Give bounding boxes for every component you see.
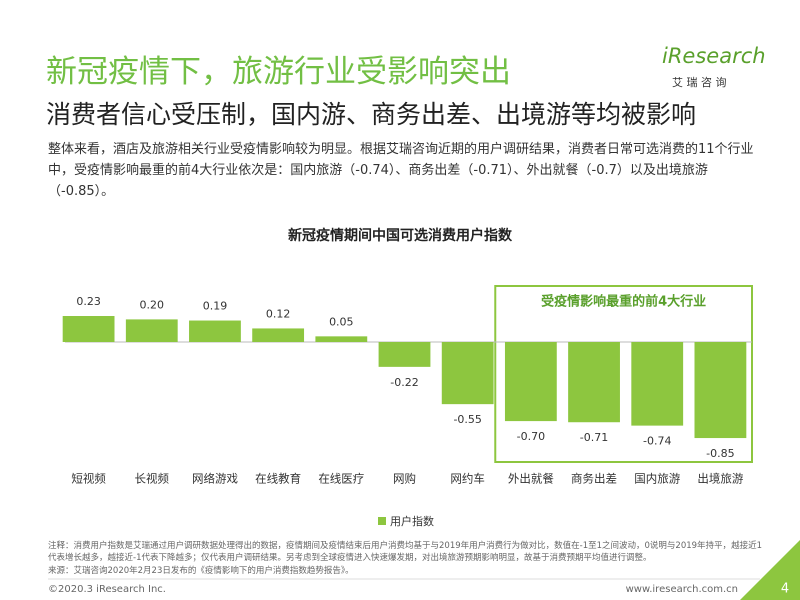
x-tick-label: 商务出差 <box>571 472 617 486</box>
source: 来源：艾瑞咨询2020年2月23日发布的《疫情影响下的用户消费指数趋势报告》。 <box>48 566 354 576</box>
legend-swatch <box>378 517 386 525</box>
x-tick-label: 国内旅游 <box>634 472 680 486</box>
x-tick-label: 出境旅游 <box>697 472 743 486</box>
legend-label: 用户指数 <box>390 514 434 528</box>
bar <box>631 342 684 426</box>
value-label: -0.22 <box>390 376 418 389</box>
logo: iResearch <box>662 44 766 68</box>
value-label: 0.23 <box>76 295 101 308</box>
bar <box>378 342 431 367</box>
chart-title: 新冠疫情期间中国可选消费用户指数 <box>288 227 513 244</box>
highlight-box <box>494 285 753 463</box>
highlight-label: 受疫情影响最重的前4大行业 <box>541 294 706 310</box>
bar <box>568 342 620 423</box>
value-label: -0.71 <box>580 431 608 444</box>
copyright: ©2020.3 iResearch Inc. <box>48 584 166 595</box>
bar <box>189 320 241 342</box>
website: www.iresearch.com.cn <box>625 584 738 595</box>
x-tick-label: 网购 <box>393 472 416 486</box>
value-label: -0.55 <box>453 413 481 426</box>
bar <box>504 342 557 422</box>
bar <box>315 336 368 342</box>
value-label: -0.74 <box>643 435 671 448</box>
x-tick-label: 在线教育 <box>255 472 301 486</box>
slide-subtitle: 消费者信心受压制，国内游、商务出差、出境游等均被影响 <box>46 100 697 129</box>
value-label: 0.19 <box>203 300 228 313</box>
corner-decor <box>740 540 800 600</box>
bar <box>62 316 115 342</box>
bar <box>694 342 747 439</box>
x-tick-label: 网约车 <box>450 472 485 486</box>
bar <box>125 319 178 342</box>
bar <box>441 342 494 405</box>
x-tick-label: 外出就餐 <box>508 472 554 486</box>
note: 注释：消费用户指数是艾瑞通过用户调研数据处理得出的数据，疫情期间及疫情结束后用户… <box>48 541 762 563</box>
x-tick-label: 网络游戏 <box>192 472 238 486</box>
value-label: 0.12 <box>266 307 291 320</box>
page-number: 4 <box>781 582 789 597</box>
bar <box>252 328 305 342</box>
x-tick-label: 短视频 <box>71 472 106 486</box>
slide-title: 新冠疫情下，旅游行业受影响突出 <box>46 54 511 90</box>
x-tick-label: 在线医疗 <box>318 472 364 486</box>
value-label: 0.05 <box>329 315 354 328</box>
intro-text: 整体来看，酒店及旅游相关行业受疫情影响较为明显。根据艾瑞咨询近期的用户调研结果，… <box>48 142 754 199</box>
value-label: -0.85 <box>706 447 734 460</box>
x-tick-label: 长视频 <box>135 472 170 486</box>
logo-cn: 艾 瑞 咨 询 <box>672 76 727 89</box>
value-label: 0.20 <box>140 298 165 311</box>
value-label: -0.70 <box>517 430 545 443</box>
